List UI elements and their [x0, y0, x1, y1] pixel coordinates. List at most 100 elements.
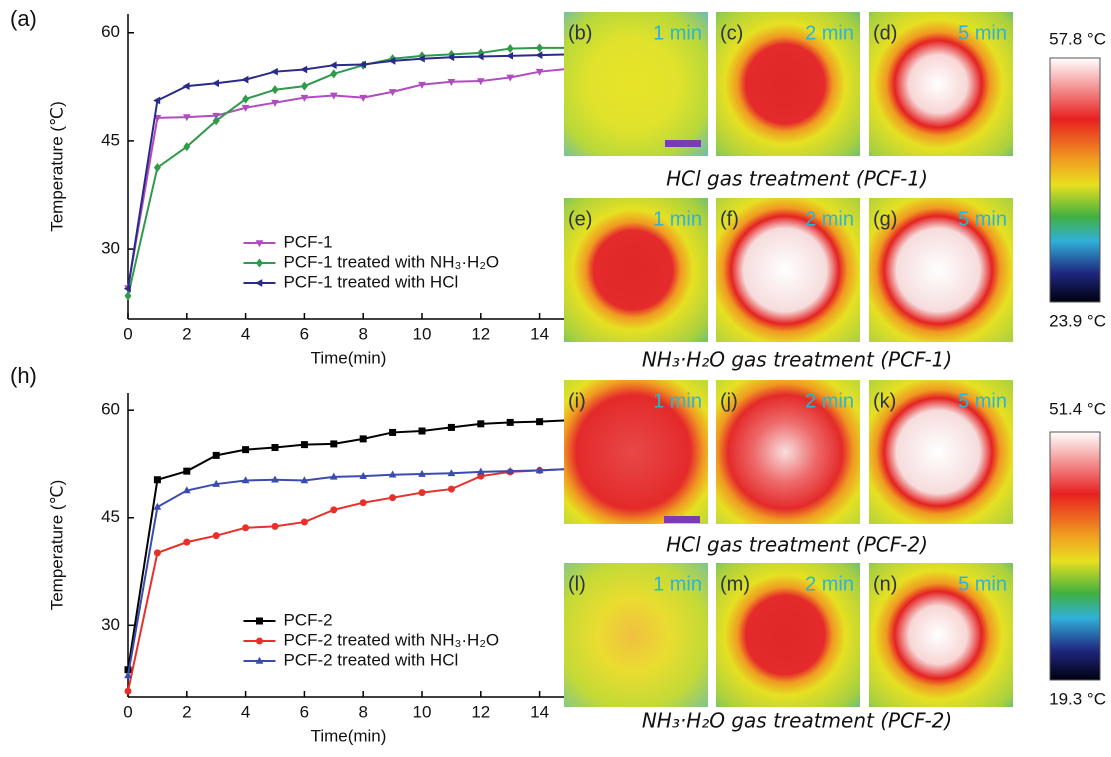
- thermal-image: [869, 12, 1013, 156]
- data-point: [447, 78, 456, 86]
- x-tick-label: 8: [358, 702, 367, 721]
- colorbar-min: 23.9 °C: [1049, 311, 1106, 330]
- x-tick-label: 6: [300, 702, 309, 721]
- data-point: [300, 65, 308, 74]
- panel-label: (i): [568, 390, 586, 412]
- data-point: [271, 522, 279, 530]
- data-point: [212, 116, 220, 126]
- thermal-image: [716, 12, 860, 156]
- data-point: [447, 49, 455, 59]
- time-label: 5 min: [958, 573, 1007, 595]
- data-point: [447, 485, 455, 493]
- thermal-image: [564, 12, 708, 156]
- data-point: [330, 506, 338, 514]
- time-label: 2 min: [805, 573, 854, 595]
- data-point: [418, 469, 426, 477]
- data-point: [300, 94, 309, 102]
- time-label: 5 min: [958, 208, 1007, 230]
- data-point: [447, 423, 455, 431]
- colorbar: [1049, 431, 1101, 681]
- data-point: [359, 499, 367, 507]
- data-point: [183, 142, 191, 152]
- legend-marker: [255, 258, 263, 268]
- data-point: [506, 51, 513, 60]
- x-tick-label: 0: [123, 324, 132, 343]
- panel-label: (g): [873, 208, 897, 230]
- legend-label: PCF-2 treated with NH₃·H₂O: [283, 630, 499, 649]
- legend-marker: [255, 656, 264, 664]
- x-tick-label: 2: [182, 324, 191, 343]
- data-point: [536, 418, 544, 426]
- panel-label: (h): [10, 363, 37, 388]
- data-point: [183, 538, 191, 546]
- y-tick-label: 45: [101, 130, 120, 149]
- thermal-image: [716, 198, 860, 342]
- data-point: [506, 44, 514, 54]
- data-point: [270, 67, 278, 76]
- data-point: [388, 470, 397, 478]
- caption: NH₃·H₂O gas treatment (PCF-1): [642, 348, 952, 372]
- data-point: [447, 469, 456, 477]
- data-point: [476, 52, 484, 61]
- data-point: [153, 549, 161, 557]
- panel-label: (a): [10, 6, 37, 31]
- data-point: [506, 418, 514, 426]
- data-point: [535, 68, 544, 76]
- data-point: [300, 81, 308, 91]
- colorbar: [1049, 57, 1101, 303]
- panel-label: (k): [873, 390, 896, 412]
- data-point: [476, 467, 485, 475]
- data-point: [182, 114, 191, 122]
- data-point: [417, 54, 425, 63]
- colorbar-max: 51.4 °C: [1049, 399, 1106, 418]
- data-point: [389, 494, 397, 502]
- x-tick-label: 4: [241, 324, 250, 343]
- colorbar-max: 57.8 °C: [1049, 29, 1106, 48]
- data-point: [241, 75, 249, 84]
- time-label: 1 min: [653, 390, 702, 412]
- x-tick-label: 6: [300, 324, 309, 343]
- thermal-image: [716, 563, 860, 707]
- data-point: [329, 92, 338, 100]
- data-point: [418, 81, 426, 89]
- series-line: [127, 468, 570, 676]
- data-point: [153, 476, 161, 484]
- thermal-image: [564, 198, 708, 342]
- legend-label: PCF-1: [283, 232, 332, 251]
- x-tick-label: 8: [358, 324, 367, 343]
- thermal-image: [869, 563, 1013, 707]
- panel-label: (n): [873, 573, 897, 595]
- data-point: [476, 78, 485, 86]
- time-label: 2 min: [805, 208, 854, 230]
- thermal-image: [869, 198, 1013, 342]
- data-point: [124, 291, 132, 301]
- data-point: [123, 284, 131, 293]
- data-point: [535, 51, 543, 59]
- series-line: [127, 53, 570, 289]
- data-point: [477, 420, 485, 428]
- data-point: [242, 446, 250, 454]
- data-point: [418, 427, 426, 435]
- x-axis-label: Time(min): [311, 726, 387, 745]
- data-point: [242, 94, 250, 104]
- panel-label: (d): [873, 22, 897, 44]
- data-point: [212, 451, 220, 459]
- data-point: [300, 518, 308, 526]
- legend-label: PCF-1 treated with NH₃·H₂O: [283, 252, 499, 271]
- y-tick-label: 30: [101, 615, 120, 634]
- y-tick-label: 60: [101, 22, 120, 41]
- data-point: [359, 94, 368, 102]
- time-label: 1 min: [653, 573, 702, 595]
- data-point: [359, 60, 366, 69]
- x-tick-label: 4: [241, 702, 250, 721]
- data-point: [300, 476, 309, 484]
- legend-marker: [255, 617, 263, 625]
- data-point: [329, 61, 337, 70]
- data-point: [300, 441, 308, 449]
- series-line: [127, 46, 569, 297]
- scale-bar: [665, 140, 701, 147]
- panel-label: (m): [720, 573, 750, 595]
- data-point: [330, 440, 338, 448]
- panel-label: (j): [720, 390, 738, 412]
